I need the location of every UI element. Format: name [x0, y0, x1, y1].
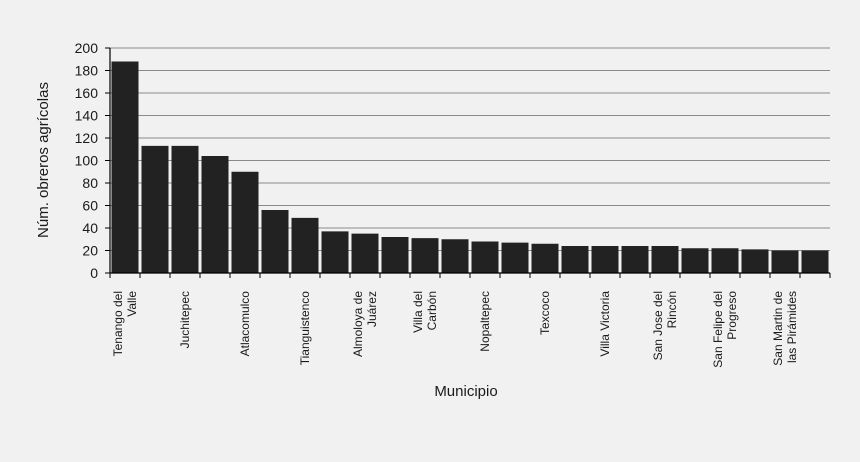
y-tick-label: 180 — [75, 63, 99, 79]
x-tick-label: las Pirámides — [785, 291, 799, 363]
x-tick-label: Tenango del — [111, 291, 125, 356]
x-tick-label: Valle — [125, 291, 139, 317]
x-tick-label: Rincón — [665, 291, 679, 328]
bar — [201, 156, 229, 273]
bar — [681, 248, 709, 273]
bar — [381, 237, 409, 273]
bar — [411, 238, 439, 273]
y-tick-label: 20 — [82, 243, 98, 259]
bar — [501, 242, 529, 273]
bar — [561, 246, 589, 273]
x-tick-label: Texcoco — [538, 291, 552, 335]
y-tick-label: 200 — [75, 40, 99, 56]
bar — [711, 248, 739, 273]
bar — [771, 250, 799, 273]
bars — [111, 61, 829, 273]
y-tick-label: 40 — [82, 220, 98, 236]
bar — [621, 246, 649, 273]
x-tick-label: Tianguistenco — [298, 291, 312, 366]
y-tick-label: 160 — [75, 85, 99, 101]
bar — [441, 239, 469, 273]
y-tick-label: 60 — [82, 198, 98, 214]
bar — [141, 145, 169, 273]
y-axis-title: Núm. obreros agrícolas — [35, 82, 52, 238]
bar — [351, 233, 379, 273]
x-axis-title: Municipio — [434, 383, 497, 400]
bar — [291, 217, 319, 273]
x-category-labels: Tenango del Valle Juchitepec Atlacomulco Tia… — [111, 291, 799, 368]
x-tick-label: Atlacomulco — [238, 291, 252, 357]
x-tick-label: Almoloya de — [351, 291, 365, 357]
bar — [801, 250, 829, 273]
x-tick-label: Juárez — [365, 291, 379, 327]
x-tick-label: San Martin de — [771, 291, 785, 366]
y-tick-label: 100 — [75, 153, 99, 169]
bar — [321, 231, 349, 273]
y-tick-label: 0 — [90, 265, 98, 281]
x-tick-label: Nopaltepec — [478, 291, 492, 352]
y-tick-labels: 0 20 40 60 80 100 120 140 160 180 200 — [75, 40, 99, 281]
grid-lines — [110, 47, 830, 274]
bar — [261, 210, 289, 273]
y-tick-label: 80 — [82, 175, 98, 191]
y-tick-label: 140 — [75, 108, 99, 124]
bar — [531, 243, 559, 273]
x-tick-label: Villa Victoria — [598, 291, 612, 357]
x-tick-label: Villa del — [411, 291, 425, 333]
x-tick-label: Progreso — [725, 291, 739, 340]
bar — [111, 61, 139, 273]
x-tick-label: Carbón — [425, 291, 439, 330]
bar — [471, 241, 499, 273]
bar — [171, 145, 199, 273]
bar — [231, 171, 259, 273]
y-tick-label: 120 — [75, 130, 99, 146]
bar — [651, 246, 679, 273]
axes — [105, 47, 831, 278]
x-tick-label: San Felipe del — [711, 291, 725, 368]
bar — [741, 249, 769, 273]
x-tick-label: Juchitepec — [178, 291, 192, 348]
bar — [591, 246, 619, 273]
x-tick-label: San Jose del — [651, 291, 665, 360]
